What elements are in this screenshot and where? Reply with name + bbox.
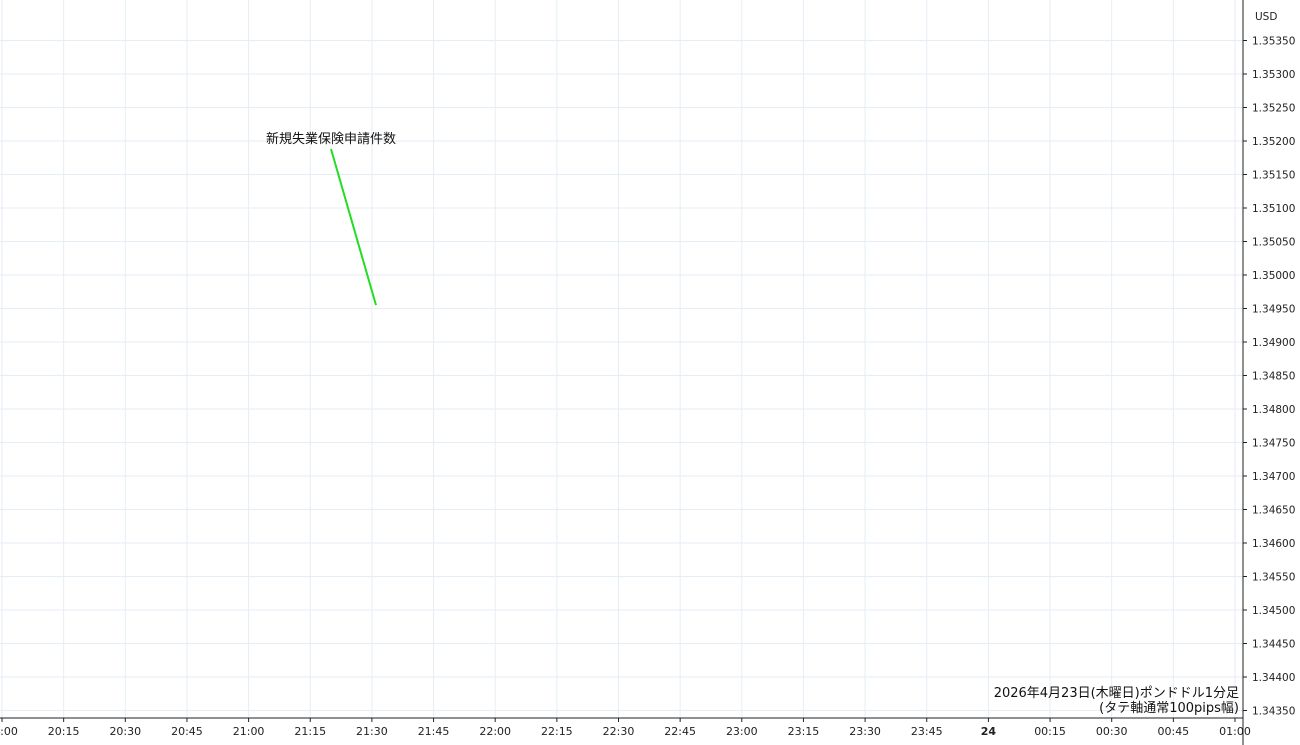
time-tick-label: 21:45 [418,725,450,738]
price-tick-label: 1.35050 [1252,237,1295,249]
price-tick-label: 1.35300 [1252,69,1295,81]
event-annotation: 新規失業保険申請件数 [266,131,396,306]
price-tick-label: 1.35250 [1252,103,1295,115]
price-tick-label: 1.34850 [1252,371,1295,383]
time-tick-label: 20:30 [109,725,141,738]
time-tick-label: 01:00 [1219,725,1251,738]
time-tick-label: 22:30 [603,725,635,738]
price-tick-label: 1.34500 [1252,605,1295,617]
time-tick-label: 21:00 [233,725,265,738]
time-tick-label: 21:15 [294,725,326,738]
price-tick-label: 1.34700 [1252,471,1295,483]
time-tick-label: 22:45 [664,725,696,738]
time-tick-label: 23:45 [911,725,943,738]
time-tick-label: 23:00 [726,725,758,738]
price-tick-label: 1.34350 [1252,706,1295,718]
price-tick-label: 1.35000 [1252,270,1295,282]
time-tick-label: 24 [981,725,997,738]
vertical-gridlines [1,0,1236,718]
time-tick-label: 00:45 [1157,725,1189,738]
time-axis: 20:00 20:15 20:30 20:45 21:00 21:15 21:30 21:45… [0,717,1251,738]
currency-label: USD [1255,11,1277,23]
price-tick-label: 1.35150 [1252,170,1295,182]
price-tick-label: 1.35100 [1252,203,1295,215]
time-tick-label: 20:45 [171,725,203,738]
time-tick-label: 23:30 [849,725,881,738]
price-tick-label: 1.34400 [1252,672,1295,684]
time-tick-label: 22:00 [479,725,511,738]
time-tick-label: 21:30 [356,725,388,738]
annotation-label: 新規失業保険申請件数 [266,131,396,147]
time-tick-label: 00:15 [1034,725,1066,738]
price-tick-label: 1.34950 [1252,304,1295,316]
price-tick-label: 1.34900 [1252,337,1295,349]
caption-line-1: 2026年4月23日(木曜日)ポンドドル1分足 [994,686,1239,701]
price-tick-label: 1.35200 [1252,136,1295,148]
price-tick-label: 1.34550 [1252,572,1295,584]
annotation-pointer [330,148,377,306]
time-tick-label: 00:30 [1096,725,1128,738]
time-tick-label: 22:15 [541,725,573,738]
caption-line-2: (タテ軸通常100pips幅) [1099,701,1239,716]
price-tick-label: 1.34600 [1252,538,1295,550]
price-tick-label: 1.34750 [1252,438,1295,450]
time-tick-label: 20:15 [48,725,80,738]
chart-caption: 2026年4月23日(木曜日)ポンドドル1分足 (タテ軸通常100pips幅) [994,686,1239,716]
price-axis: USD 1.35350 1.35300 1.35250 1.35200 1.35150 1… [1242,0,1295,745]
price-tick-label: 1.34450 [1252,639,1295,651]
price-tick-label: 1.34800 [1252,404,1295,416]
horizontal-gridlines [0,40,1243,711]
time-tick-label: 23:15 [788,725,820,738]
price-tick-label: 1.35350 [1252,36,1295,48]
price-tick-label: 1.34650 [1252,505,1295,517]
time-tick-label: 20:00 [0,725,18,738]
